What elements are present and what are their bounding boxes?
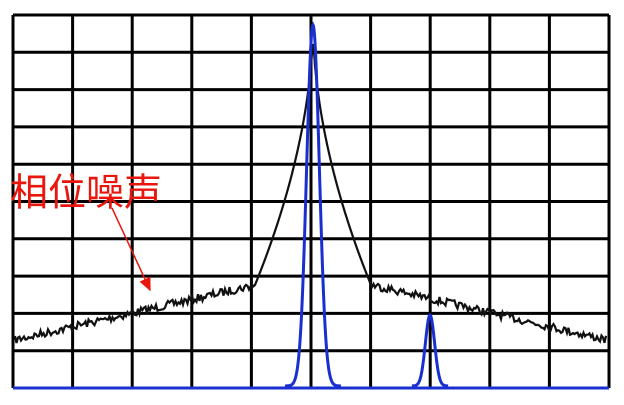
spur-peak xyxy=(411,313,449,388)
annotation-arrow xyxy=(111,207,151,292)
carrier-peak xyxy=(285,21,341,388)
annotation: 相位噪声 xyxy=(10,171,162,215)
